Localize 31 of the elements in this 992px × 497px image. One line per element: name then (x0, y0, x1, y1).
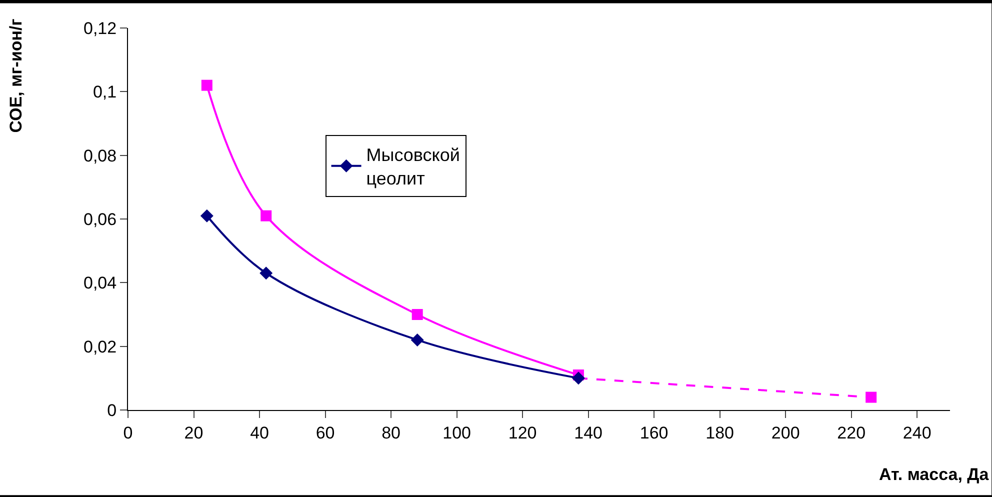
x-tick-label: 240 (902, 423, 932, 442)
y-tick-label: 0 (107, 400, 117, 420)
x-tick-label: 20 (184, 423, 204, 442)
point (260, 210, 272, 222)
point (201, 80, 212, 91)
x-axis-title: Ат. масса, Да (879, 465, 990, 484)
x-tick-label: 140 (574, 423, 603, 442)
x-tick-label: 40 (250, 423, 269, 442)
point (200, 209, 214, 222)
point (866, 392, 877, 403)
x-tick-label: 0 (123, 423, 133, 442)
x-tick-label: 220 (837, 423, 866, 442)
y-tick-label: 0,02 (84, 337, 117, 356)
point (572, 372, 585, 385)
x-tick-label: 160 (640, 423, 668, 442)
y-tick-label: 0,1 (92, 82, 117, 102)
x-tick-label: 120 (508, 423, 537, 442)
x-tick-label: 60 (316, 423, 335, 442)
legend-label: Мысовской цеолит (366, 145, 460, 189)
x-tick-label: 100 (442, 423, 471, 442)
point (412, 309, 423, 320)
y-tick-label: 0,08 (84, 146, 117, 166)
y-axis-title: СОЕ, мг-ион/г (6, 18, 26, 133)
y-tick-label: 0,12 (84, 18, 117, 38)
x-tick-label: 180 (706, 423, 734, 442)
point (410, 333, 424, 346)
x-tick-label: 200 (771, 423, 800, 442)
x-tick-label: 80 (382, 423, 400, 442)
point (260, 266, 273, 280)
y-tick-label: 0,04 (84, 274, 117, 293)
y-tick-label: 0,06 (84, 210, 117, 229)
